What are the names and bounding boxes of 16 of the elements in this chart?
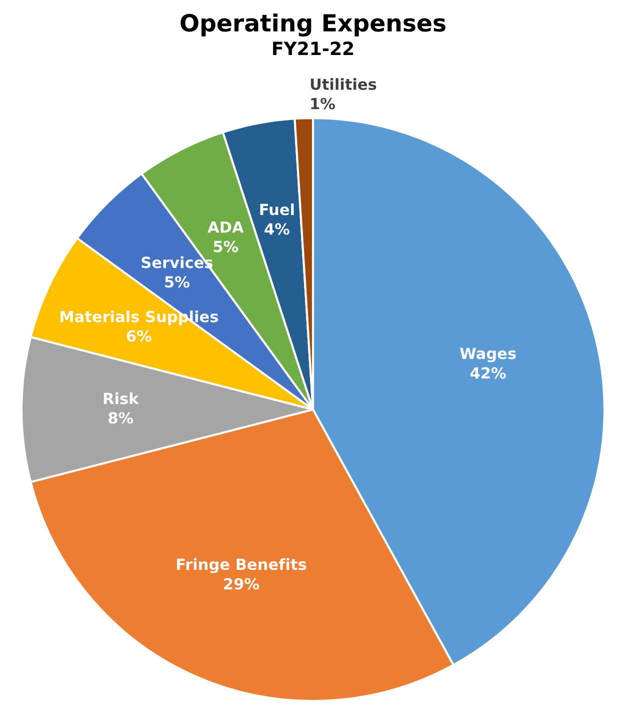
data-label: 29% [224,578,260,590]
slice-label: Fringe Benefits [177,558,306,574]
slice-label: Risk [104,392,140,404]
data-label: 1% [311,98,335,110]
data-label: 4% [264,223,290,235]
data-label: 5% [214,240,238,252]
chart-subtitle: FY21-22 [273,42,354,55]
slice-label: Utilities [310,78,376,90]
slice-label: ADA [208,221,244,233]
slice-label: Wages [460,348,516,362]
data-label: 5% [165,276,190,288]
data-label: 8% [108,412,134,424]
slice-label: Fuel [260,203,294,216]
data-label: 42% [470,367,506,379]
data-label: 6% [126,330,152,342]
chart-title: Operating Expenses [180,13,446,37]
